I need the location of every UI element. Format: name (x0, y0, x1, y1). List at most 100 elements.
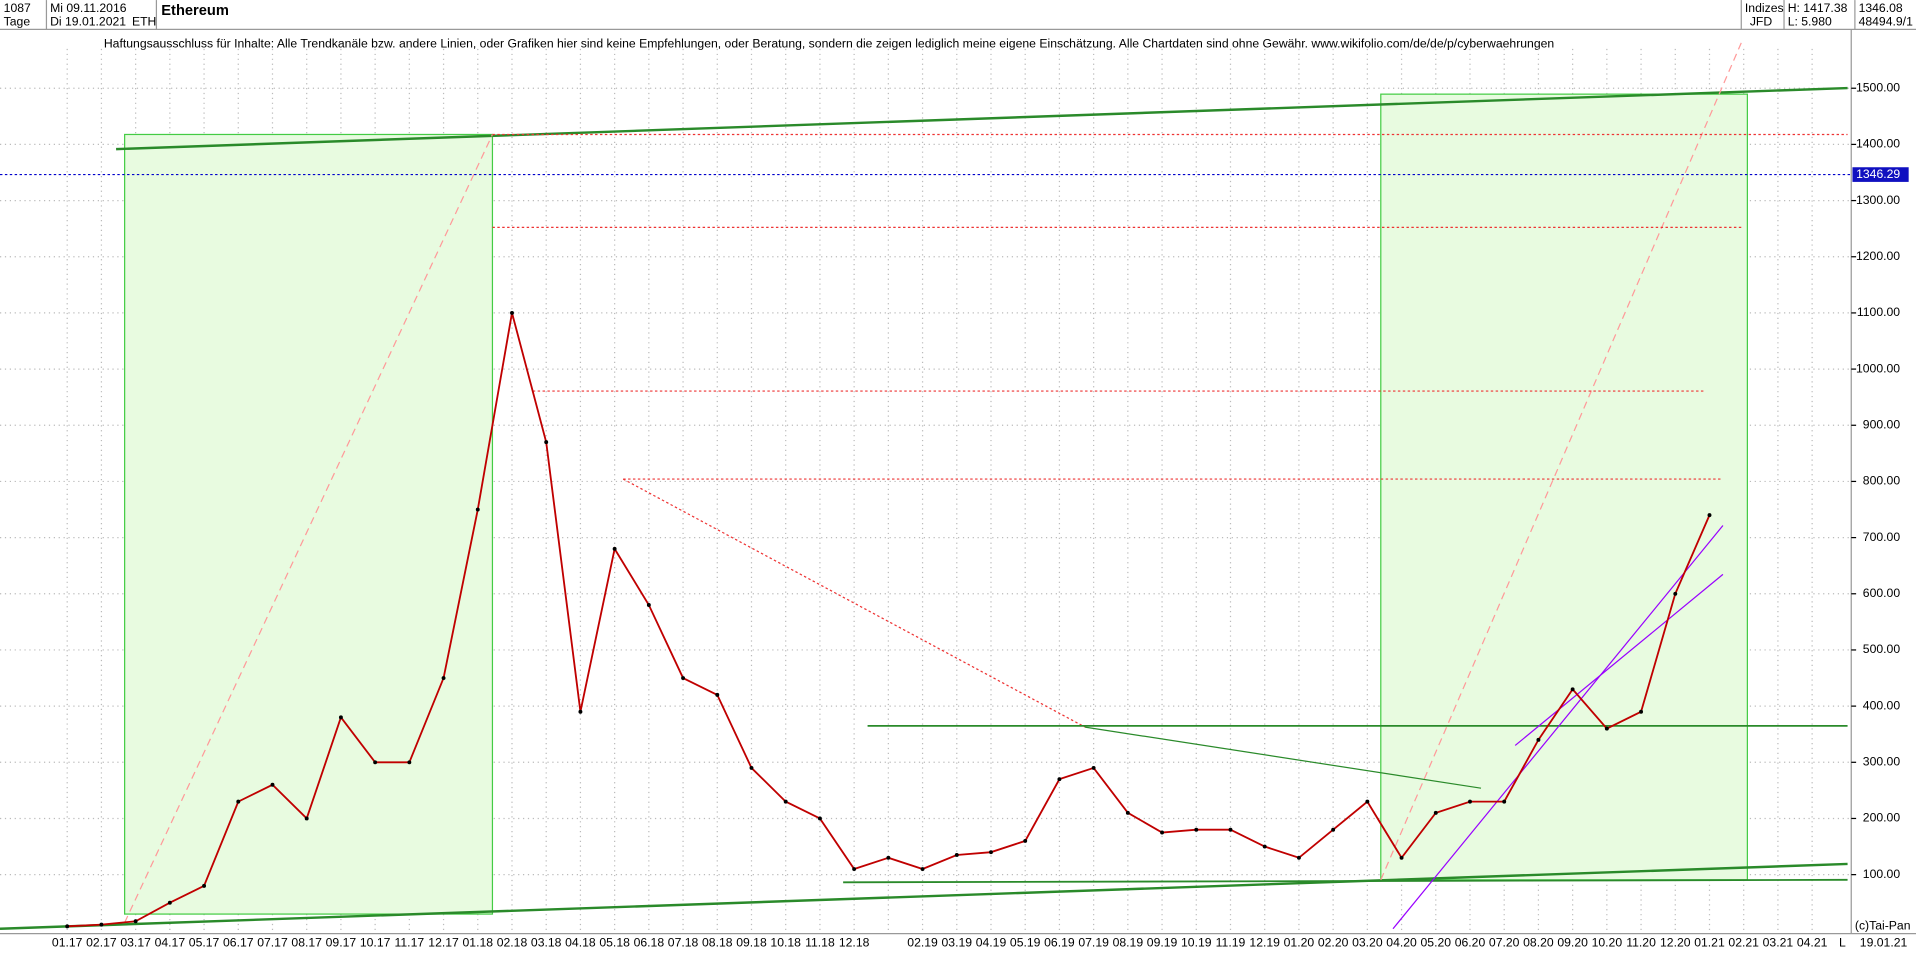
x-tick-label: 11.17 (395, 936, 425, 950)
price-point (1570, 687, 1575, 692)
x-tick-label: 02.19 (907, 936, 938, 950)
price-point (338, 715, 343, 720)
x-tick-label: 11.18 (805, 936, 835, 950)
trend-line (843, 878, 1848, 884)
price-point (989, 850, 993, 855)
price-point (646, 603, 651, 607)
price-point (1365, 799, 1370, 804)
x-tick-label: 12.20 (1660, 936, 1691, 950)
x-tick-label: 09.19 (1147, 936, 1178, 950)
x-tick-label: 05.18 (599, 936, 630, 950)
price-point (1502, 799, 1507, 804)
volume: 48494.9/1 (1859, 14, 1914, 28)
price-point (441, 676, 446, 680)
x-tick-label: 07.20 (1489, 936, 1520, 950)
x-tick-label: 04.19 (976, 936, 1007, 950)
price-point (1194, 827, 1199, 832)
price-point (65, 924, 70, 929)
date-from: Mi 09.11.2016 (50, 1, 127, 15)
price-point (578, 709, 583, 714)
x-tick-label: 03.21 (1763, 936, 1794, 950)
price-point (133, 919, 138, 924)
price-point (202, 883, 207, 888)
y-tick-label: 500.00 (1863, 642, 1901, 656)
y-tick-label: 900.00 (1863, 417, 1901, 431)
x-tick-label: 05.19 (1010, 936, 1041, 950)
price-point (749, 765, 754, 770)
trend-line (0, 862, 1848, 930)
price-point (510, 310, 514, 315)
price-point (1536, 737, 1541, 742)
price-point (1023, 838, 1028, 843)
x-tick-label: 04.18 (565, 936, 596, 950)
low: L: 5.980 (1788, 14, 1832, 28)
x-tick-label: 02.17 (86, 936, 117, 950)
y-tick-label: 1400.00 (1856, 137, 1900, 151)
x-tick-label: 03.20 (1352, 936, 1383, 950)
price-point (715, 692, 720, 697)
channel-line (1392, 525, 1724, 930)
price-point (1639, 709, 1644, 714)
x-tick-label: 09.18 (736, 936, 767, 950)
x-tick-label: 12.18 (839, 936, 870, 950)
price-point (99, 922, 104, 927)
price-point (475, 507, 480, 512)
x-tick-label: 07.19 (1078, 936, 1109, 950)
x-tick-label: 03.17 (120, 936, 151, 950)
last-price-box (1852, 167, 1909, 182)
close: 1346.08 (1859, 1, 1903, 15)
count[interactable]: 1087 (4, 1, 31, 15)
trend-line (116, 86, 1848, 151)
price-point (1468, 799, 1472, 804)
y-tick-label: 1300.00 (1856, 193, 1900, 207)
price-point (1433, 810, 1438, 815)
x-tick-label: 01.18 (463, 936, 494, 950)
price-point (1331, 827, 1336, 832)
price-point (612, 546, 617, 551)
price-point (886, 855, 891, 860)
y-tick-label: 1200.00 (1856, 249, 1900, 263)
x-tick-label: 03.19 (942, 936, 973, 950)
date-to: Di 19.01.2021 (50, 14, 126, 28)
y-tick-label: 100.00 (1863, 867, 1901, 881)
y-tick-label: 700.00 (1863, 530, 1901, 544)
symbol: ETH (132, 14, 156, 28)
x-tick-label: 01.20 (1284, 936, 1315, 950)
annotations (0, 42, 1848, 930)
y-tick-label: 300.00 (1863, 755, 1901, 769)
x-tick-label: 06.17 (223, 936, 254, 950)
chart-title: Ethereum (161, 3, 229, 19)
x-tick-label: 09.17 (326, 936, 357, 950)
x-tick-label: 10.17 (360, 936, 391, 950)
date-label: 19.01.21 (1860, 936, 1908, 950)
trend-line (1380, 42, 1742, 881)
x-tick-label: 06.20 (1455, 936, 1486, 950)
price-point (1296, 855, 1301, 860)
period[interactable]: Tage (4, 14, 31, 28)
x-tick-label: 04.21 (1797, 936, 1828, 950)
x-tick-label: 11.19 (1216, 936, 1246, 950)
price-point (681, 676, 686, 680)
x-tick-label: 10.19 (1181, 936, 1212, 950)
x-tick-label: 08.17 (291, 936, 322, 950)
group: Indizes (1745, 1, 1784, 15)
zone (1380, 93, 1748, 881)
price-point (544, 440, 549, 445)
y-tick-label: 800.00 (1863, 474, 1901, 488)
high: H: 1417.38 (1788, 1, 1848, 15)
price-point (407, 760, 412, 765)
x-tick-label: 08.18 (702, 936, 733, 950)
price-point (167, 900, 172, 905)
x-tick-label: 06.18 (634, 936, 665, 950)
y-tick-label: 1100.00 (1857, 305, 1900, 319)
price-point (1707, 513, 1712, 518)
price-point (373, 760, 378, 765)
y-tick-label: 1500.00 (1856, 80, 1900, 94)
x-tick-label: 02.21 (1728, 936, 1759, 950)
x-tick-label: 05.20 (1421, 936, 1452, 950)
price-point (852, 867, 857, 871)
price-point (304, 816, 309, 821)
x-tick-label: 03.18 (531, 936, 562, 950)
x-tick-label: 07.18 (668, 936, 699, 950)
